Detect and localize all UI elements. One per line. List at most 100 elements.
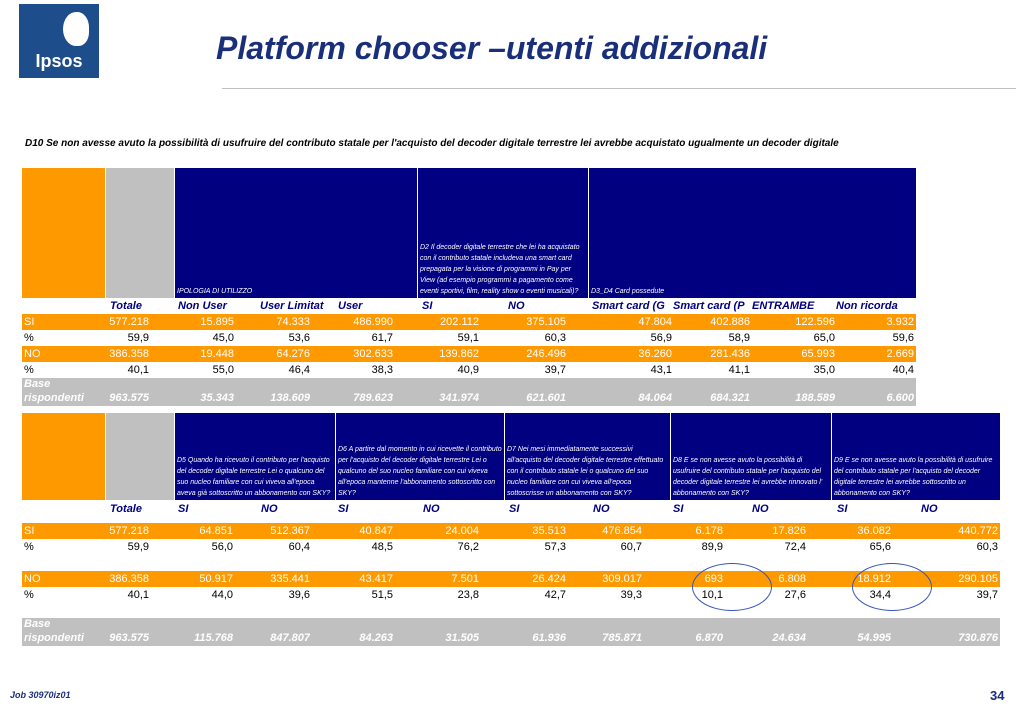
- table-cell: 6.808: [778, 573, 806, 585]
- table-cell: 375.105: [526, 316, 566, 328]
- table-row: % 40,1 55,0 46,4 38,3 40,9 39,7 43,1 41,1 35,0 40,…: [22, 362, 916, 378]
- table-cell: 402.886: [710, 316, 750, 328]
- base-row: Base rispondenti 963.575 35.343 138.609 789.6…: [22, 378, 916, 406]
- base-cell: 84.064: [638, 392, 672, 404]
- ipsos-logo: Ipsos: [19, 4, 99, 78]
- base-cell: 6.600: [886, 392, 914, 404]
- table-cell: 59,9: [127, 541, 149, 553]
- row-label: NO: [24, 348, 41, 360]
- table-cell: 61,7: [371, 332, 393, 344]
- base-cell: 621.601: [526, 392, 566, 404]
- subheader-cell: SI: [673, 503, 684, 515]
- table-cell: 3.932: [886, 316, 914, 328]
- subheader-cell: NO: [593, 503, 610, 515]
- base-cell: 24.634: [772, 632, 806, 644]
- table-cell: 40,1: [127, 589, 149, 601]
- table-cell: 290.105: [958, 573, 998, 585]
- table-row: SI 577.218 15.895 74.333 486.990 202.112 375.1…: [22, 314, 916, 330]
- table-cell: 50.917: [199, 573, 233, 585]
- table-1-header: IPOLOGIA DI UTILIZZO D2 Il decoder digit…: [22, 168, 916, 298]
- header-d7: D7 Nei mesi immediatamente successivi al…: [505, 413, 670, 500]
- subheader-cell: Totale: [110, 503, 142, 515]
- table-cell: 476.854: [602, 525, 642, 537]
- table-cell: 41,1: [728, 364, 750, 376]
- table-cell: 36.082: [857, 525, 891, 537]
- table-cell: 26.424: [532, 573, 566, 585]
- base-cell: 341.974: [439, 392, 479, 404]
- table-cell: 39,3: [620, 589, 642, 601]
- table-cell: 17.826: [772, 525, 806, 537]
- subheader-cell: Non ricorda: [836, 300, 898, 312]
- base-cell: 785.871: [602, 632, 642, 644]
- table-cell: 302.633: [353, 348, 393, 360]
- table-cell: 38,3: [371, 364, 393, 376]
- table-cell: 202.112: [440, 316, 479, 328]
- table-cell: 59,6: [892, 332, 914, 344]
- table-cell: 59,1: [457, 332, 479, 344]
- table-row: NO 386.358 19.448 64.276 302.633 139.862 246.4…: [22, 346, 916, 362]
- table-row: % 59,9 45,0 53,6 61,7 59,1 60,3 56,9 58,9 65,0 59,…: [22, 330, 916, 346]
- base-cell: 54.995: [857, 632, 891, 644]
- table-cell: 76,2: [457, 541, 479, 553]
- base-cell: 847.807: [270, 632, 310, 644]
- table-cell: 47.804: [638, 316, 672, 328]
- subheader-cell: Totale: [110, 300, 142, 312]
- table-cell: 74.333: [276, 316, 310, 328]
- table-cell: 7.501: [451, 573, 479, 585]
- base-cell: 963.575: [109, 392, 149, 404]
- table-cell: 40,1: [127, 364, 149, 376]
- subheader-cell: ENTRAMBE: [752, 300, 815, 312]
- table-cell: 60,7: [620, 541, 642, 553]
- table-cell: 19.448: [200, 348, 234, 360]
- base-cell: 963.575: [109, 632, 149, 644]
- base-cell: 188.589: [795, 392, 835, 404]
- subheader-cell: SI: [422, 300, 433, 312]
- logo-text: Ipsos: [35, 51, 83, 71]
- table-cell: 122.596: [795, 316, 835, 328]
- table-cell: 512.367: [270, 525, 310, 537]
- title-divider: [222, 88, 1016, 89]
- base-cell: 31.505: [445, 632, 479, 644]
- table-cell: 89,9: [701, 541, 723, 553]
- subheader-cell: NO: [921, 503, 938, 515]
- table-cell: 64.851: [199, 525, 233, 537]
- row-label: NO: [24, 573, 41, 585]
- table-1-subheaders: Totale Non User User Limitat User SI NO Smart …: [22, 298, 916, 314]
- table-cell: 15.895: [200, 316, 234, 328]
- base-cell: 789.623: [353, 392, 393, 404]
- table-cell: 6.178: [695, 525, 723, 537]
- subheader-cell: NO: [423, 503, 440, 515]
- table-cell: 577.218: [109, 525, 149, 537]
- table-cell: 335.441: [270, 573, 310, 585]
- table-cell: 40,4: [892, 364, 914, 376]
- table-cell: 486.990: [353, 316, 393, 328]
- header-grey-block: [106, 413, 174, 500]
- question-text: D10 Se non avesse avuto la possibilità d…: [25, 138, 839, 149]
- header-d9: D9 E se non avesse avuto la possibilità …: [832, 413, 1000, 500]
- table-2-subheaders: Totale SI NO SI NO SI NO SI NO SI NO: [22, 501, 1000, 517]
- highlight-circle: [852, 563, 932, 611]
- table-cell: 65.993: [801, 348, 835, 360]
- table-cell: 58,9: [728, 332, 750, 344]
- table-2: D5 Quando ha ricevuto il contributo per …: [22, 413, 1000, 646]
- base-label: Base: [24, 618, 51, 630]
- subheader-cell: SI: [509, 503, 520, 515]
- table-cell: 60,3: [544, 332, 566, 344]
- table-cell: 51,5: [371, 589, 393, 601]
- base-cell: 684.321: [710, 392, 750, 404]
- table-cell: 56,9: [650, 332, 672, 344]
- header-d2: D2 Il decoder digitale terrestre che lei…: [418, 168, 588, 298]
- base-cell: 35.343: [200, 392, 234, 404]
- table-cell: 64.276: [276, 348, 310, 360]
- table-row: % 40,1 44,0 39,6 51,5 23,8 42,7 39,3 10,1 27,6 34,…: [22, 587, 1000, 603]
- subheader-cell: Smart card (P: [673, 300, 745, 312]
- subheader-cell: SI: [837, 503, 848, 515]
- table-cell: 2.669: [886, 348, 914, 360]
- table-cell: 35,0: [813, 364, 835, 376]
- table-cell: 59,9: [127, 332, 149, 344]
- subheader-cell: NO: [508, 300, 525, 312]
- table-row: % 59,9 56,0 60,4 48,5 76,2 57,3 60,7 89,9 72,4 65,…: [22, 539, 1000, 555]
- table-cell: 39,6: [288, 589, 310, 601]
- table-cell: 40.847: [359, 525, 393, 537]
- base-cell: 115.768: [194, 632, 233, 644]
